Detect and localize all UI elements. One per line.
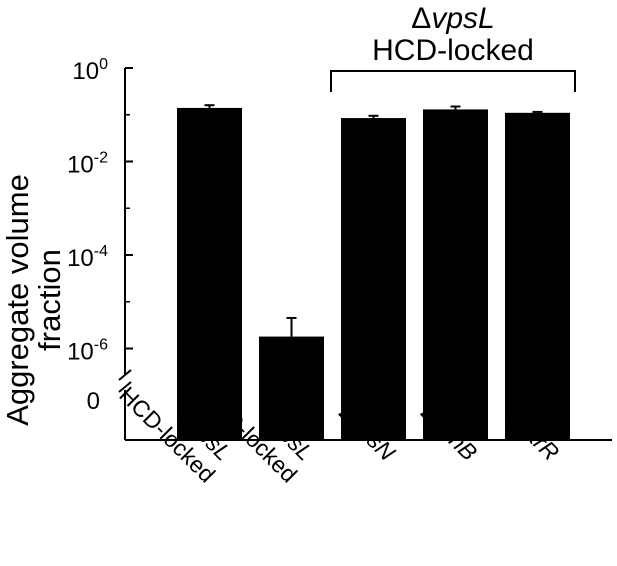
axis-break-mark-1 xyxy=(118,369,132,381)
bracket-label-line-1: ΔvpsL xyxy=(411,2,494,35)
bar-2 xyxy=(259,336,324,440)
y-tick-label-1: 100 xyxy=(72,56,108,85)
error-bars-group xyxy=(204,104,543,337)
bars-group xyxy=(177,107,570,441)
y-ticks-group: 100 10-2 10-4 10-6 0 xyxy=(67,56,133,415)
axes-group xyxy=(118,68,612,441)
y-axis-label-line-1: Aggregate volume xyxy=(0,174,35,426)
bar-3 xyxy=(341,118,406,440)
bar-1 xyxy=(177,107,242,440)
y-tick-label-4: 10-6 xyxy=(67,337,108,366)
axis-break-mark-2 xyxy=(118,381,132,393)
y-tick-label-zero: 0 xyxy=(87,388,100,415)
bracket-label-line-2: HCD-locked xyxy=(372,34,534,67)
y-tick-label-2: 10-2 xyxy=(67,150,108,179)
bar-4 xyxy=(423,109,488,440)
y-tick-label-3: 10-4 xyxy=(67,243,108,272)
bracket-line xyxy=(330,70,576,92)
y-axis-label-line-2: fraction xyxy=(32,249,67,351)
bar-5 xyxy=(505,112,570,441)
